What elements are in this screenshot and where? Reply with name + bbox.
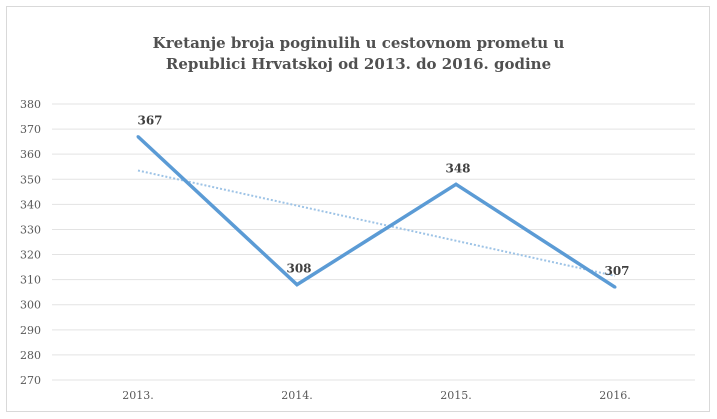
chart-title-line-1: Kretanje broja poginulih u cestovnom pro… xyxy=(152,34,565,52)
chart-area xyxy=(6,6,710,412)
y-tick-label: 330 xyxy=(20,223,41,236)
y-tick-label: 290 xyxy=(20,324,41,337)
y-tick-label: 300 xyxy=(20,299,41,312)
data-point xyxy=(295,283,299,287)
y-tick-label: 370 xyxy=(20,123,41,136)
y-tick-label: 360 xyxy=(20,148,41,161)
data-point xyxy=(454,182,458,186)
trendline xyxy=(137,169,616,277)
y-tick-label: 310 xyxy=(20,274,41,287)
y-tick-label: 270 xyxy=(20,374,41,387)
y-tick-label: 320 xyxy=(20,249,41,262)
x-tick-label: 2013. xyxy=(122,389,154,402)
x-tick-label: 2015. xyxy=(440,389,472,402)
y-tick-label: 280 xyxy=(20,349,41,362)
series-line xyxy=(136,135,616,289)
data-label: 308 xyxy=(286,262,311,276)
data-label: 307 xyxy=(604,264,629,278)
y-tick-label: 340 xyxy=(20,198,41,211)
x-tick-label: 2016. xyxy=(599,389,631,402)
data-point xyxy=(136,135,140,139)
data-label: 367 xyxy=(137,114,162,128)
y-tick-label: 350 xyxy=(20,173,41,186)
x-tick-label: 2014. xyxy=(281,389,313,402)
data-label: 348 xyxy=(445,161,470,175)
data-point xyxy=(613,285,617,289)
chart-title-line-2: Republici Hrvatskoj od 2013. do 2016. go… xyxy=(165,55,552,73)
y-tick-label: 380 xyxy=(20,98,41,111)
